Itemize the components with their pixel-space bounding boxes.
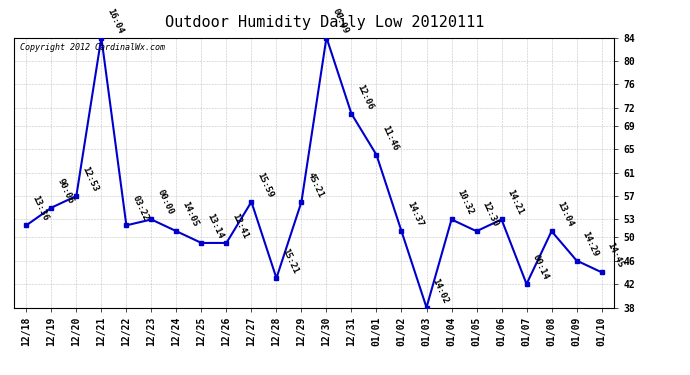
Text: 16:04: 16:04: [106, 6, 125, 35]
Text: Copyright 2012 CardinalWx.com: Copyright 2012 CardinalWx.com: [20, 43, 165, 52]
Text: 14:29: 14:29: [581, 230, 600, 258]
Text: 11:46: 11:46: [381, 124, 400, 152]
Text: 90:06: 90:06: [55, 177, 75, 205]
Text: 13:36: 13:36: [30, 194, 50, 222]
Text: 13:14: 13:14: [206, 212, 225, 240]
Text: 03:22: 03:22: [130, 194, 150, 222]
Text: 10:32: 10:32: [455, 189, 475, 217]
Text: 00:09: 00:09: [331, 6, 350, 35]
Text: Outdoor Humidity Daily Low 20120111: Outdoor Humidity Daily Low 20120111: [165, 15, 484, 30]
Text: 12:30: 12:30: [481, 200, 500, 228]
Text: 00:00: 00:00: [155, 189, 175, 217]
Text: 14:02: 14:02: [431, 276, 450, 305]
Text: 14:37: 14:37: [406, 200, 425, 228]
Text: 12:53: 12:53: [81, 165, 100, 193]
Text: 14:05: 14:05: [181, 200, 200, 228]
Text: 15:59: 15:59: [255, 171, 275, 199]
Text: 12:41: 12:41: [230, 212, 250, 240]
Text: 45:21: 45:21: [306, 171, 325, 199]
Text: 12:06: 12:06: [355, 83, 375, 111]
Text: 14:21: 14:21: [506, 189, 525, 217]
Text: 00:14: 00:14: [531, 253, 550, 281]
Text: 15:21: 15:21: [281, 247, 300, 275]
Text: 14:45: 14:45: [606, 242, 625, 270]
Text: 13:04: 13:04: [555, 200, 575, 228]
